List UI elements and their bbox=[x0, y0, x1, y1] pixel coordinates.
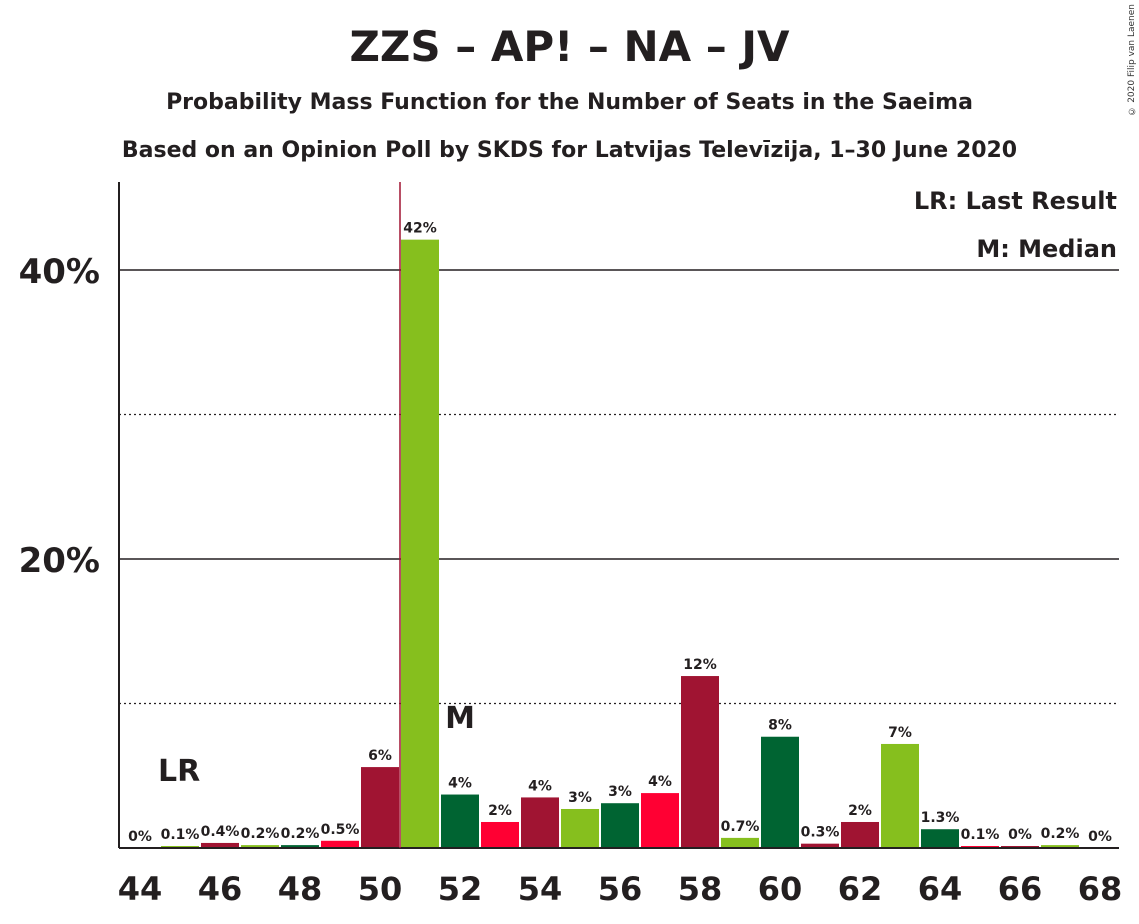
bar-label: 1.3% bbox=[921, 810, 960, 826]
bar-label: 0.7% bbox=[721, 819, 760, 835]
bar-label: 0.3% bbox=[801, 825, 840, 841]
median-marker: M bbox=[445, 701, 475, 736]
x-tick-label: 48 bbox=[278, 870, 323, 908]
bar-label: 6% bbox=[368, 748, 392, 764]
x-tick-label: 56 bbox=[598, 870, 643, 908]
axes: LR M bbox=[118, 182, 1119, 849]
chart-title: ZZS – AP! – NA – JV bbox=[349, 22, 790, 71]
chart-subtitle: Probability Mass Function for the Number… bbox=[166, 90, 973, 115]
bar-label: 2% bbox=[848, 803, 872, 819]
bar-label: 4% bbox=[448, 776, 472, 792]
bar-label: 0.2% bbox=[241, 826, 280, 842]
bar-label: 3% bbox=[608, 784, 632, 800]
bar-seat-61 bbox=[801, 843, 839, 848]
bar-label: 7% bbox=[888, 725, 912, 741]
bar-seat-62 bbox=[841, 821, 879, 848]
bar-label: 0% bbox=[1088, 829, 1112, 845]
x-tick-label: 52 bbox=[438, 870, 483, 908]
legend-median: M: Median bbox=[976, 235, 1117, 263]
bar-label: 4% bbox=[648, 774, 672, 790]
bars bbox=[161, 239, 1079, 848]
bar-seat-57 bbox=[641, 793, 679, 848]
bar-seat-46 bbox=[201, 842, 239, 848]
bar-label: 0.4% bbox=[201, 824, 240, 840]
bar-seat-63 bbox=[881, 743, 919, 848]
bar-seat-49 bbox=[321, 840, 359, 848]
bar-seat-53 bbox=[481, 821, 519, 848]
x-tick-label: 50 bbox=[358, 870, 403, 908]
tick-labels: 44 46 48 50 52 54 56 58 60 62 64 66 68 20% 40% bbox=[19, 252, 1123, 908]
bar-seat-48 bbox=[281, 845, 319, 848]
legend-last-result: LR: Last Result bbox=[914, 187, 1117, 215]
x-tick-label: 46 bbox=[198, 870, 243, 908]
bar-seat-67 bbox=[1041, 845, 1079, 848]
bar-seat-51 bbox=[401, 239, 439, 848]
x-tick-label: 58 bbox=[678, 870, 723, 908]
grid-lines bbox=[119, 269, 1119, 705]
legend: LR: Last Result M: Median bbox=[914, 187, 1117, 263]
last-result-marker: LR bbox=[158, 754, 200, 789]
bar-label: 0.1% bbox=[161, 827, 200, 843]
bar-seat-50 bbox=[361, 767, 399, 848]
bar-label: 0.1% bbox=[961, 827, 1000, 843]
bar-labels: 0% 0.1% 0.4% 0.2% 0.2% 0.5%6%42%4%2%4%3% 3%4%1… bbox=[128, 221, 1112, 845]
bar-seat-47 bbox=[241, 845, 279, 848]
bar-seat-55 bbox=[561, 808, 599, 848]
bar-label: 4% bbox=[528, 778, 552, 794]
x-tick-label: 60 bbox=[758, 870, 803, 908]
bar-seat-58 bbox=[681, 676, 719, 848]
bar-label: 3% bbox=[568, 790, 592, 806]
bar-seat-56 bbox=[601, 803, 639, 848]
chart-subtitle-2: Based on an Opinion Poll by SKDS for Lat… bbox=[121, 138, 1018, 163]
bar-seat-64 bbox=[921, 829, 959, 848]
bar-label: 42% bbox=[403, 221, 437, 237]
bar-label: 8% bbox=[768, 718, 792, 734]
bar-label: 0.5% bbox=[321, 822, 360, 838]
bar-label: 0.2% bbox=[281, 826, 320, 842]
bar-label: 0% bbox=[128, 829, 152, 845]
x-tick-label: 44 bbox=[118, 870, 163, 908]
bar-label: 2% bbox=[488, 803, 512, 819]
bar-seat-54 bbox=[521, 797, 559, 848]
y-tick-label: 40% bbox=[19, 252, 100, 292]
y-tick-label: 20% bbox=[19, 541, 100, 581]
bar-label: 0.2% bbox=[1041, 826, 1080, 842]
bar-label: 12% bbox=[683, 657, 717, 673]
bar-seat-52 bbox=[441, 794, 479, 848]
x-tick-label: 54 bbox=[518, 870, 563, 908]
bar-seat-59 bbox=[721, 837, 759, 848]
x-tick-label: 62 bbox=[838, 870, 883, 908]
bar-label: 0% bbox=[1008, 827, 1032, 843]
x-tick-label: 68 bbox=[1078, 870, 1123, 908]
x-tick-label: 66 bbox=[998, 870, 1043, 908]
x-tick-label: 64 bbox=[918, 870, 963, 908]
bar-seat-60 bbox=[761, 736, 799, 848]
